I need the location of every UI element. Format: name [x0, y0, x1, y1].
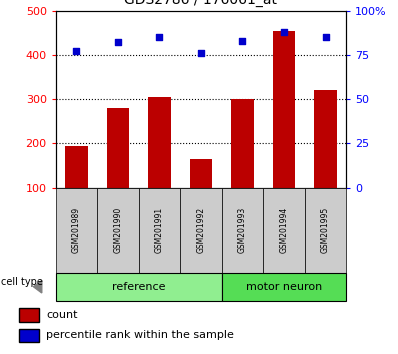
Text: GSM201990: GSM201990 — [113, 207, 123, 253]
Text: percentile rank within the sample: percentile rank within the sample — [46, 330, 234, 341]
Text: GSM201993: GSM201993 — [238, 207, 247, 253]
Point — [239, 38, 246, 44]
FancyBboxPatch shape — [222, 188, 263, 273]
Bar — [189, 159, 213, 232]
FancyBboxPatch shape — [20, 308, 39, 322]
FancyBboxPatch shape — [263, 188, 305, 273]
Point — [322, 34, 329, 40]
Point — [198, 50, 204, 56]
Point — [115, 40, 121, 45]
Text: GSM201994: GSM201994 — [279, 207, 289, 253]
FancyBboxPatch shape — [97, 188, 139, 273]
Polygon shape — [33, 280, 42, 293]
Bar — [148, 97, 171, 232]
Bar — [107, 108, 129, 232]
Point — [156, 34, 163, 40]
Text: reference: reference — [112, 282, 166, 292]
Bar — [314, 90, 337, 232]
Text: GSM201992: GSM201992 — [197, 207, 205, 253]
FancyBboxPatch shape — [56, 273, 222, 301]
FancyBboxPatch shape — [305, 188, 346, 273]
Text: cell type: cell type — [1, 278, 43, 287]
Title: GDS2786 / 176061_at: GDS2786 / 176061_at — [125, 0, 277, 7]
Text: motor neuron: motor neuron — [246, 282, 322, 292]
Bar — [231, 99, 254, 232]
FancyBboxPatch shape — [180, 188, 222, 273]
FancyBboxPatch shape — [139, 188, 180, 273]
Text: count: count — [46, 310, 78, 320]
FancyBboxPatch shape — [56, 188, 97, 273]
FancyBboxPatch shape — [222, 273, 346, 301]
Point — [281, 29, 287, 35]
Bar — [65, 145, 88, 232]
FancyBboxPatch shape — [20, 329, 39, 342]
Text: GSM201991: GSM201991 — [155, 207, 164, 253]
Text: GSM201989: GSM201989 — [72, 207, 81, 253]
Text: GSM201995: GSM201995 — [321, 207, 330, 253]
Point — [73, 48, 80, 54]
Bar — [273, 30, 295, 232]
